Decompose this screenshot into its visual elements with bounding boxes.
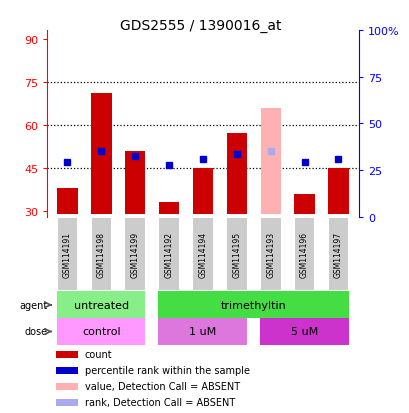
Bar bbox=[56, 217, 78, 292]
Text: GSM114194: GSM114194 bbox=[198, 232, 207, 278]
Text: value, Detection Call = ABSENT: value, Detection Call = ABSENT bbox=[84, 382, 239, 392]
Text: agent: agent bbox=[20, 300, 48, 310]
Bar bbox=[293, 217, 315, 292]
Text: untreated: untreated bbox=[74, 300, 128, 310]
Text: GSM114191: GSM114191 bbox=[63, 232, 72, 278]
Bar bbox=[91, 94, 111, 214]
Text: GDS2555 / 1390016_at: GDS2555 / 1390016_at bbox=[120, 19, 281, 33]
Bar bbox=[159, 203, 179, 214]
Bar bbox=[192, 169, 213, 214]
Text: rank, Detection Call = ABSENT: rank, Detection Call = ABSENT bbox=[84, 397, 234, 408]
Text: GSM114193: GSM114193 bbox=[265, 232, 274, 278]
Bar bbox=[226, 134, 246, 214]
Bar bbox=[158, 292, 348, 318]
Bar bbox=[56, 399, 78, 406]
Bar bbox=[192, 217, 213, 292]
Text: GSM114199: GSM114199 bbox=[130, 232, 139, 278]
Bar bbox=[327, 217, 348, 292]
Bar bbox=[56, 318, 146, 345]
Text: GSM114197: GSM114197 bbox=[333, 232, 342, 278]
Bar bbox=[259, 318, 348, 345]
Bar bbox=[158, 217, 180, 292]
Text: percentile rank within the sample: percentile rank within the sample bbox=[84, 366, 249, 375]
Bar bbox=[90, 217, 112, 292]
Bar bbox=[56, 383, 78, 390]
Text: trimethyltin: trimethyltin bbox=[220, 300, 286, 310]
Text: GSM114192: GSM114192 bbox=[164, 232, 173, 278]
Text: GSM114198: GSM114198 bbox=[97, 232, 106, 278]
Bar bbox=[56, 292, 146, 318]
Bar bbox=[259, 217, 281, 292]
Bar bbox=[56, 351, 78, 358]
Bar bbox=[294, 195, 314, 214]
Bar bbox=[260, 108, 280, 214]
Text: 1 uM: 1 uM bbox=[189, 327, 216, 337]
Bar bbox=[328, 169, 348, 214]
Text: dose: dose bbox=[25, 327, 48, 337]
Bar bbox=[56, 367, 78, 374]
Text: control: control bbox=[82, 327, 120, 337]
Text: count: count bbox=[84, 349, 112, 360]
Text: GSM114195: GSM114195 bbox=[232, 232, 241, 278]
Bar bbox=[225, 217, 247, 292]
Bar bbox=[57, 189, 77, 214]
Text: 5 uM: 5 uM bbox=[290, 327, 317, 337]
Bar bbox=[124, 217, 146, 292]
Text: GSM114196: GSM114196 bbox=[299, 232, 308, 278]
Bar bbox=[158, 318, 247, 345]
Bar bbox=[125, 151, 145, 214]
